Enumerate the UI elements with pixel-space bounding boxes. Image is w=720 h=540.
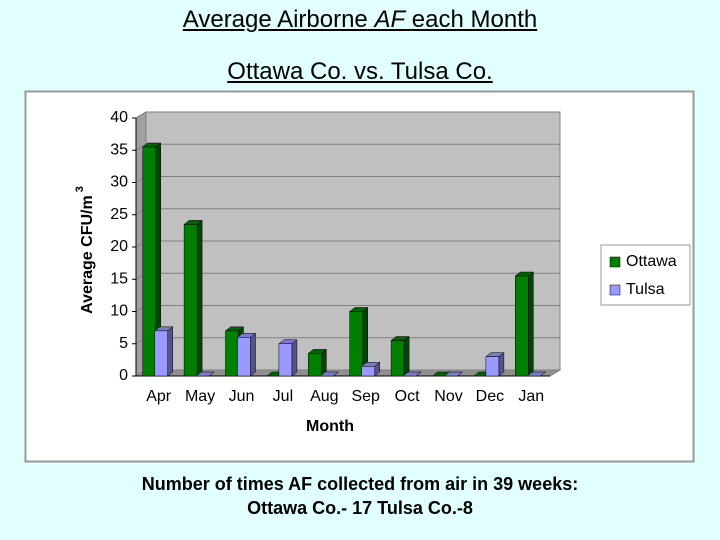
bar-side [291,339,298,377]
grid-line [135,143,147,151]
y-tick-label: 0 [119,367,128,384]
legend-label: Ottawa [626,253,677,270]
x-tick-label: Nov [434,388,462,405]
y-tick-label: 15 [110,270,128,287]
title-part: each Month [411,6,538,33]
bar-side [250,332,256,377]
y-tick-label: 10 [110,303,128,320]
bar-top [319,371,340,377]
x-tick-label: Dec [476,388,504,405]
bar [183,224,198,377]
legend-swatch [609,284,621,296]
y-tick-label: 20 [110,238,128,255]
bar [349,311,363,377]
bar [485,356,500,377]
legend-swatch [609,256,621,268]
y-tick-label: 25 [110,206,128,223]
y-tick-label: 40 [110,109,128,126]
bar [278,343,293,377]
bar [308,353,322,377]
x-tick-label: Jun [229,388,255,405]
title-part: AF [374,6,406,33]
bar [154,330,168,377]
bar-side [528,271,534,377]
chart-subtitle: Ottawa Co. vs. Tulsa Co. [227,58,493,85]
y-tick-label: 35 [110,141,128,158]
legend-label: Tulsa [626,281,665,298]
bar [142,146,156,377]
bar [515,275,529,377]
x-axis-label: Month [306,418,354,435]
bar-side [196,219,203,377]
x-tick-label: Apr [146,388,172,405]
bar [390,340,405,377]
bar [225,330,239,377]
y-label-text: Average CFU/m [79,195,96,314]
bar-top [195,371,215,377]
footnote: Number of times AF collected from air in… [0,472,720,520]
bar-top [526,371,547,377]
grid-line [135,111,147,119]
x-tick-label: Sep [351,388,380,405]
x-tick-label: Jul [273,388,293,405]
x-tick-label: Oct [395,388,420,405]
y-tick-label: 30 [110,174,128,191]
bar-side [167,326,173,377]
x-tick-label: Jan [518,388,544,405]
y-axis-label: Average CFU/m 3 [74,186,96,314]
bar [237,337,251,377]
title-part: Average Airborne [182,6,368,33]
bar-side [403,336,410,377]
x-tick-label: Aug [310,388,338,405]
footnote-line: Number of times AF collected from air in… [141,474,579,494]
bar-top [402,371,422,377]
footnote-line: Ottawa Co.- 17 Tulsa Co.-8 [247,498,473,518]
y-tick-label: 5 [119,335,128,352]
bar [361,366,375,377]
chart-title: Average Airborne AF each Month [0,6,720,34]
y-label-superscript: 3 [74,186,86,192]
x-tick-label: May [185,388,215,405]
bar-top [443,371,464,377]
